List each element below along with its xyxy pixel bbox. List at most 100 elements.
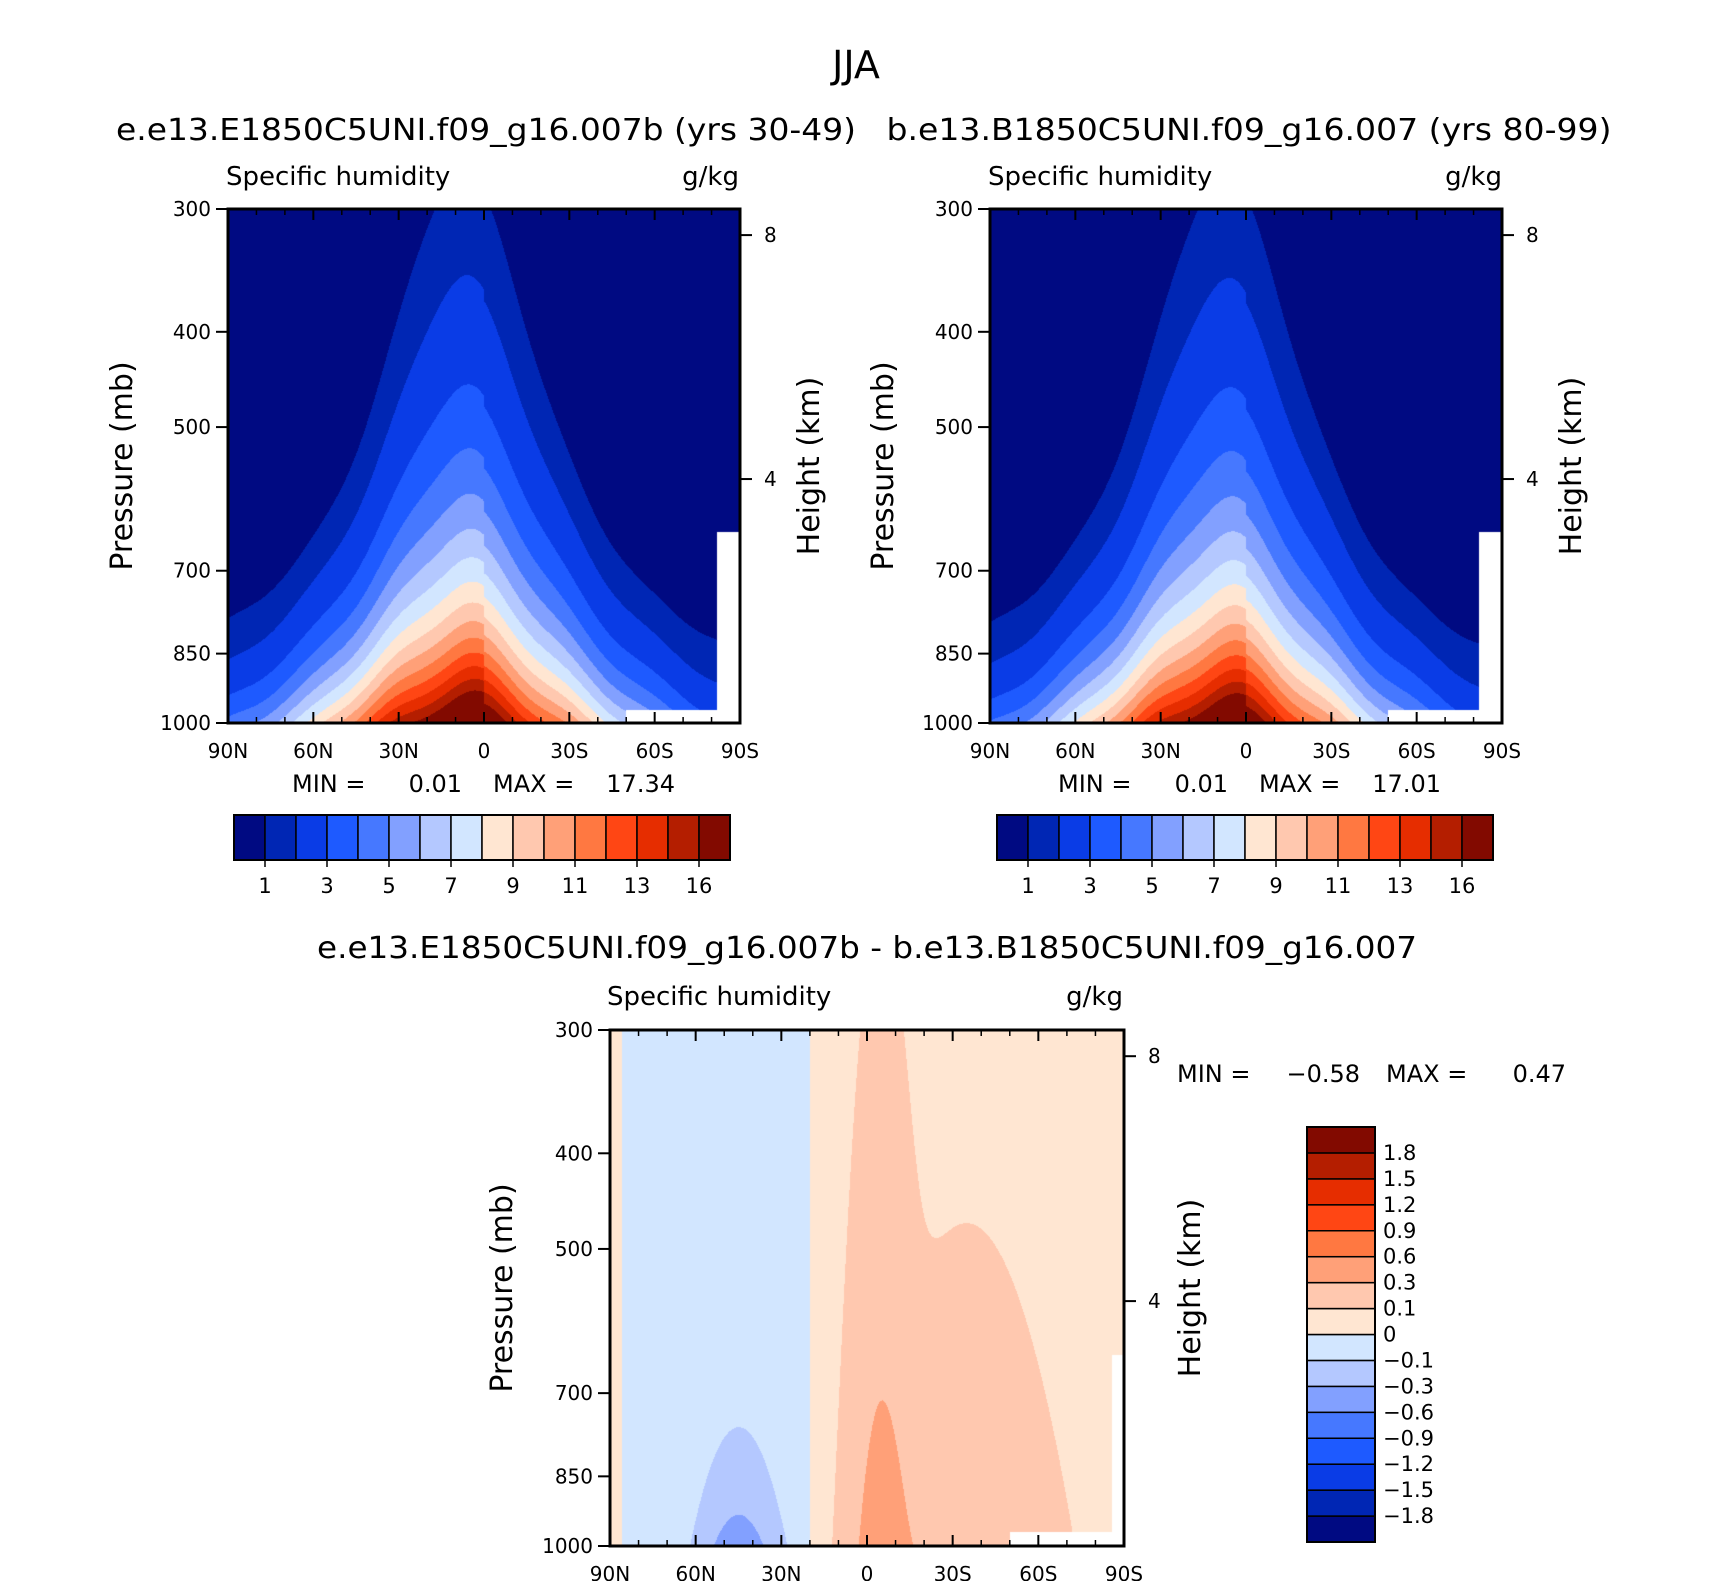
panel-3-ytick-label: 500 bbox=[555, 1237, 593, 1261]
panel-3-colorbar-label: 1.8 bbox=[1383, 1141, 1416, 1165]
panel-3-min-value: −0.58 bbox=[1286, 1060, 1360, 1088]
panel-3: e.e13.E1850C5UNI.f09_g16.007b - b.e13.B1… bbox=[317, 931, 1566, 1581]
panel-3-contour-field bbox=[610, 1030, 1124, 1546]
panel-3-colorbar-label: −1.2 bbox=[1383, 1452, 1434, 1476]
panel-1-colorbar-label: 5 bbox=[382, 874, 395, 898]
panel-3-max-label: MAX = bbox=[1386, 1060, 1467, 1088]
panel-3-colorbar-box bbox=[1306, 1230, 1376, 1258]
panel-3-xtick-label: 90S bbox=[1105, 1562, 1143, 1581]
panel-3-colorbar-label: 0.3 bbox=[1383, 1271, 1416, 1295]
panel-1-colorbar-label: 9 bbox=[506, 874, 519, 898]
panel-3-colorbar-box bbox=[1306, 1489, 1376, 1517]
panel-3-xtick-label: 90N bbox=[590, 1562, 630, 1581]
panel-2-colorbar-label: 9 bbox=[1269, 874, 1282, 898]
panel-2-max-value: 17.01 bbox=[1372, 770, 1441, 798]
panel-2-contour-field bbox=[990, 209, 1502, 723]
panel-2-ytick-label: 500 bbox=[935, 415, 973, 439]
panel-2-ytick-label: 400 bbox=[935, 320, 973, 344]
panel-2-ytick-label: 300 bbox=[935, 197, 973, 221]
figure-title: JJA bbox=[830, 43, 880, 87]
panel-3-colorbar-box bbox=[1306, 1152, 1376, 1180]
panel-3-title: e.e13.E1850C5UNI.f09_g16.007b - b.e13.B1… bbox=[317, 931, 1417, 966]
panel-3-colorbar-box bbox=[1306, 1385, 1376, 1414]
panel-1-colorbar-frame bbox=[233, 814, 731, 861]
panel-1-colorbar-box bbox=[667, 814, 700, 861]
panel-2-xtick-label: 60N bbox=[1055, 739, 1095, 763]
panel-3-colorbar-box bbox=[1306, 1178, 1376, 1206]
panel-3-xtick-label: 30N bbox=[761, 1562, 801, 1581]
panel-3-plot-area bbox=[608, 1028, 1126, 1548]
panel-2-colorbar-label: 5 bbox=[1145, 874, 1158, 898]
panel-1-ytick-label: 500 bbox=[173, 415, 211, 439]
panel-1-left-title: Specific humidity bbox=[226, 162, 450, 192]
panel-1-colorbar-box bbox=[419, 814, 452, 861]
panel-2-ytick-label: 700 bbox=[935, 559, 973, 583]
panel-3-xtick-label: 0 bbox=[861, 1562, 874, 1581]
panel-2-colorbar-label: 1 bbox=[1021, 874, 1034, 898]
panel-3-colorbar-box bbox=[1306, 1333, 1376, 1362]
panel-1-colorbar-box bbox=[264, 814, 297, 861]
panel-1-max-value: 17.34 bbox=[606, 770, 675, 798]
panel-1-colorbar-box bbox=[388, 814, 421, 861]
panel-1-xtick-label: 30N bbox=[378, 739, 418, 763]
panel-2-xtick-label: 60S bbox=[1398, 739, 1436, 763]
panel-3-colorbar-box bbox=[1306, 1437, 1376, 1465]
panel-3-left-title: Specific humidity bbox=[607, 982, 831, 1012]
panel-3-colorbar-label: −1.5 bbox=[1383, 1478, 1434, 1502]
panel-3-colorbar-label: 0.9 bbox=[1383, 1219, 1416, 1243]
panel-2-colorbar-box bbox=[1368, 814, 1401, 861]
panel-2-xtick-label: 0 bbox=[1240, 739, 1253, 763]
panel-3-colorbar-frame bbox=[1306, 1126, 1376, 1543]
panel-1-colorbar-label: 7 bbox=[444, 874, 457, 898]
panel-1-max-label: MAX = bbox=[493, 770, 574, 798]
panel-2-colorbar-label: 7 bbox=[1207, 874, 1220, 898]
panel-1-plot-area bbox=[226, 207, 742, 725]
panel-2-colorbar-box bbox=[1089, 814, 1122, 861]
panel-1-colorbar-label: 3 bbox=[320, 874, 333, 898]
panel-2-colorbar-box bbox=[1120, 814, 1153, 861]
panel-2-colorbar-label: 16 bbox=[1449, 874, 1476, 898]
panel-3-ytick-label: 400 bbox=[555, 1141, 593, 1165]
panel-1-xtick-label: 0 bbox=[478, 739, 491, 763]
panel-1-colorbar-label: 13 bbox=[624, 874, 651, 898]
panel-1-ytick-label: 300 bbox=[173, 197, 211, 221]
panel-2-axes: 90N 60N 30N 0 30S 60S 90S 300 400 500 700 850 1000 8 4 bbox=[922, 197, 1539, 763]
panel-3-colorbar-box bbox=[1306, 1126, 1376, 1154]
panel-1-axes: 90N 60N 30N 0 30S 60S 90S 300 400 500 700 850 1000 8 4 bbox=[160, 197, 777, 763]
panel-1-ytick-label: 700 bbox=[173, 559, 211, 583]
panel-2-y2tick-label: 4 bbox=[1526, 467, 1539, 491]
panel-3-colorbar-box bbox=[1306, 1255, 1376, 1284]
panel-3-ytick-label: 1000 bbox=[542, 1534, 593, 1558]
panel-3-colorbar: −1.8−1.5−1.2−0.9−0.6−0.3−0.100.10.30.60.… bbox=[1306, 1126, 1434, 1543]
panel-3-colorbar-box bbox=[1306, 1463, 1376, 1491]
panel-1-colorbar-box bbox=[357, 814, 390, 861]
panel-3-min-label: MIN = bbox=[1177, 1060, 1250, 1088]
panel-2-colorbar-box bbox=[1306, 814, 1339, 861]
panel-3-colorbar-box bbox=[1306, 1307, 1376, 1336]
panel-3-ytick-label: 300 bbox=[555, 1018, 593, 1042]
panel-2-xtick-label: 30S bbox=[1312, 739, 1350, 763]
panel-2-colorbar-box bbox=[1461, 814, 1494, 861]
panel-3-colorbar-label: 1.2 bbox=[1383, 1193, 1416, 1217]
panel-3-colorbar-box bbox=[1306, 1515, 1376, 1543]
panel-3-colorbar-label: −0.9 bbox=[1383, 1426, 1434, 1450]
panel-1-xtick-label: 60S bbox=[636, 739, 674, 763]
panel-2-colorbar-box bbox=[1213, 814, 1246, 861]
panel-2-xtick-label: 90S bbox=[1483, 739, 1521, 763]
panel-2-colorbar: 1 3 5 7 9 11 13 16 bbox=[996, 814, 1494, 898]
panel-1-colorbar-box bbox=[698, 814, 731, 861]
panel-3-axes: 90N 60N 30N 0 30S 60S 90S 300 400 500 700 850 1000 8 4 bbox=[542, 1018, 1161, 1581]
panel-3-y2tick-label: 8 bbox=[1148, 1044, 1161, 1068]
panel-1-min-label: MIN = bbox=[292, 770, 365, 798]
panel-3-colorbar-label: −0.3 bbox=[1383, 1374, 1434, 1398]
panel-3-colorbar-label: 0.6 bbox=[1383, 1245, 1416, 1269]
panel-2: b.e13.B1850C5UNI.f09_g16.007 (yrs 80-99)… bbox=[866, 113, 1612, 898]
panel-3-ytick-label: 700 bbox=[555, 1381, 593, 1405]
panel-2-ylabel: Pressure (mb) bbox=[866, 361, 901, 570]
panel-2-colorbar-box bbox=[1399, 814, 1432, 861]
panel-1-y2tick-label: 8 bbox=[764, 223, 777, 247]
panel-1-colorbar-box bbox=[481, 814, 514, 861]
panel-3-ytick-label: 850 bbox=[555, 1464, 593, 1488]
panel-3-y2tick-label: 4 bbox=[1148, 1289, 1161, 1313]
panel-3-colorbar-box bbox=[1306, 1281, 1376, 1310]
